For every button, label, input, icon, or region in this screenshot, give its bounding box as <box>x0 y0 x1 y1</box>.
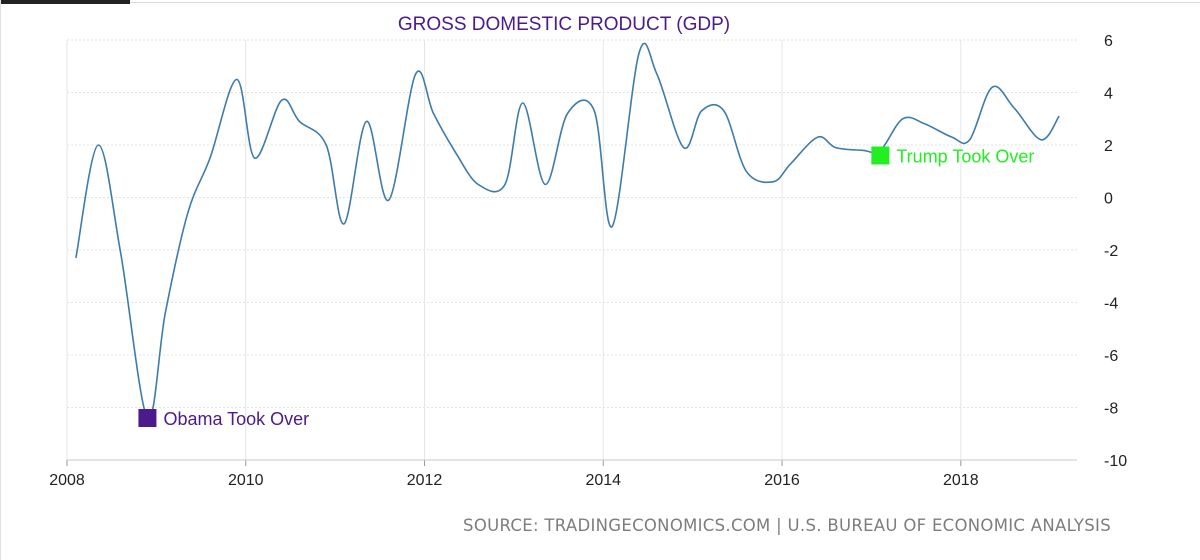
annotations: Obama Took Over Trump Took Over <box>138 146 1034 429</box>
x-tick-label: 2016 <box>764 472 800 489</box>
source-note: SOURCE: TRADINGECONOMICS.COM | U.S. BURE… <box>463 516 1111 535</box>
chart-title: GROSS DOMESTIC PRODUCT (GDP) <box>398 14 730 35</box>
x-tick-label: 2018 <box>943 472 979 489</box>
y-tick-label: -6 <box>1104 348 1118 365</box>
axes: 6 4 2 0 -2 -4 -6 -8 -10 2008 2010 2012 2014 2016 2018 <box>49 33 1127 489</box>
grid <box>66 39 1077 461</box>
y-tick-label: 6 <box>1104 33 1113 50</box>
top-rule <box>0 0 130 4</box>
gdp-series-line <box>75 42 1060 420</box>
annotation-label: Obama Took Over <box>163 409 309 429</box>
y-tick-label: 4 <box>1104 86 1113 103</box>
annotation-label: Trump Took Over <box>896 147 1034 167</box>
y-tick-label: -10 <box>1104 453 1127 470</box>
y-tick-label: 2 <box>1104 138 1113 155</box>
annotation-marker <box>138 409 157 427</box>
y-tick-label: -8 <box>1104 401 1118 418</box>
x-tick-label: 2008 <box>49 472 85 489</box>
x-tick-label: 2010 <box>228 472 264 489</box>
y-tick-label: -2 <box>1104 243 1118 260</box>
annotation-marker <box>871 146 890 165</box>
series <box>75 42 1060 420</box>
left-rule <box>0 0 1 560</box>
y-tick-label: 0 <box>1104 191 1113 208</box>
y-tick-label: -4 <box>1104 296 1118 313</box>
x-tick-label: 2012 <box>407 472 443 489</box>
x-tick-label: 2014 <box>585 472 621 489</box>
top-rule-light <box>130 2 1200 3</box>
